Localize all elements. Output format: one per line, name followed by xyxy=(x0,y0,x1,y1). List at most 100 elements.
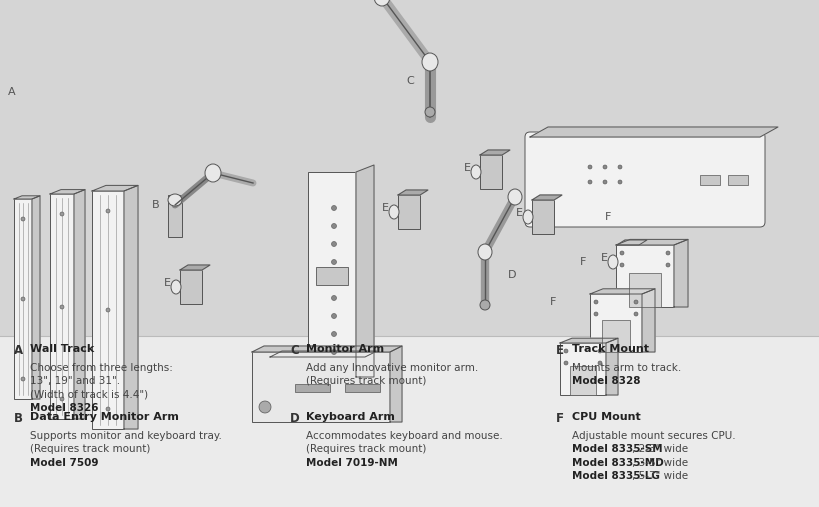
Text: Accommodates keyboard and mouse.: Accommodates keyboard and mouse. xyxy=(306,431,503,441)
Text: Model 8328: Model 8328 xyxy=(572,376,640,386)
Ellipse shape xyxy=(634,300,638,304)
Ellipse shape xyxy=(332,349,337,354)
Ellipse shape xyxy=(588,180,592,184)
Ellipse shape xyxy=(598,349,602,353)
Polygon shape xyxy=(356,165,374,377)
Polygon shape xyxy=(674,239,688,307)
Text: Adjustable mount secures CPU.: Adjustable mount secures CPU. xyxy=(572,431,735,441)
Bar xyxy=(345,384,380,392)
Text: C: C xyxy=(406,76,414,86)
Text: F: F xyxy=(580,257,586,267)
Text: D: D xyxy=(290,412,300,425)
Text: Wall Track: Wall Track xyxy=(30,344,94,354)
Text: E: E xyxy=(516,208,523,218)
Polygon shape xyxy=(616,239,688,245)
Text: Model 8335-LG: Model 8335-LG xyxy=(572,472,660,482)
Polygon shape xyxy=(590,289,655,294)
Text: Model 7509: Model 7509 xyxy=(30,458,98,468)
Ellipse shape xyxy=(594,312,598,316)
Bar xyxy=(398,195,420,229)
Ellipse shape xyxy=(205,164,221,182)
Ellipse shape xyxy=(425,107,435,117)
Bar xyxy=(617,245,639,279)
Ellipse shape xyxy=(60,397,64,401)
Polygon shape xyxy=(124,186,138,429)
Ellipse shape xyxy=(389,205,399,219)
Text: D: D xyxy=(508,270,517,280)
Text: E: E xyxy=(601,253,608,263)
Ellipse shape xyxy=(620,251,624,255)
Polygon shape xyxy=(270,351,377,357)
Bar xyxy=(570,367,595,395)
Ellipse shape xyxy=(666,263,670,267)
Text: Monitor Arm: Monitor Arm xyxy=(306,344,384,354)
Bar xyxy=(295,384,330,392)
Polygon shape xyxy=(530,127,778,137)
Polygon shape xyxy=(74,190,85,419)
Ellipse shape xyxy=(594,300,598,304)
Bar xyxy=(602,320,631,352)
Ellipse shape xyxy=(332,313,337,318)
Text: (Requires track mount): (Requires track mount) xyxy=(306,445,427,454)
Polygon shape xyxy=(50,190,85,194)
Ellipse shape xyxy=(332,241,337,246)
Ellipse shape xyxy=(60,305,64,309)
Ellipse shape xyxy=(603,180,607,184)
Bar xyxy=(14,199,32,399)
Ellipse shape xyxy=(106,209,110,213)
Text: , 5-7" wide: , 5-7" wide xyxy=(631,472,688,482)
Ellipse shape xyxy=(21,377,25,381)
Ellipse shape xyxy=(618,180,622,184)
Text: C: C xyxy=(290,344,299,357)
Ellipse shape xyxy=(608,255,618,269)
Ellipse shape xyxy=(374,0,390,6)
Ellipse shape xyxy=(588,165,592,169)
Text: F: F xyxy=(550,297,556,307)
Bar xyxy=(168,195,182,237)
Polygon shape xyxy=(398,190,428,195)
Bar xyxy=(590,294,642,352)
Text: F: F xyxy=(605,212,611,222)
Bar xyxy=(316,267,348,285)
Text: F: F xyxy=(556,412,564,425)
Text: (Requires track mount): (Requires track mount) xyxy=(306,376,427,386)
Ellipse shape xyxy=(620,263,624,267)
Polygon shape xyxy=(180,265,210,270)
Polygon shape xyxy=(606,338,618,395)
Bar xyxy=(180,270,202,304)
Text: 13", 19" and 31".: 13", 19" and 31". xyxy=(30,376,120,386)
Ellipse shape xyxy=(332,224,337,229)
Ellipse shape xyxy=(21,297,25,301)
FancyBboxPatch shape xyxy=(525,132,765,227)
Text: B: B xyxy=(14,412,23,425)
Text: Add any Innovative monitor arm.: Add any Innovative monitor arm. xyxy=(306,363,478,373)
Text: Mounts arm to track.: Mounts arm to track. xyxy=(572,363,681,373)
Text: (Width of track is 4.4"): (Width of track is 4.4") xyxy=(30,390,148,400)
Bar xyxy=(700,175,720,185)
Bar xyxy=(480,155,502,189)
Text: Data Entry Monitor Arm: Data Entry Monitor Arm xyxy=(30,412,179,422)
Ellipse shape xyxy=(259,401,271,413)
Text: A: A xyxy=(14,344,23,357)
Text: E: E xyxy=(164,278,171,288)
Text: Keyboard Arm: Keyboard Arm xyxy=(306,412,395,422)
Text: Track Mount: Track Mount xyxy=(572,344,649,354)
Ellipse shape xyxy=(332,332,337,337)
Bar xyxy=(629,273,661,307)
Text: Model 8335-SM: Model 8335-SM xyxy=(572,445,663,454)
Text: Supports monitor and keyboard tray.: Supports monitor and keyboard tray. xyxy=(30,431,222,441)
Ellipse shape xyxy=(332,205,337,210)
Bar xyxy=(92,191,124,429)
Ellipse shape xyxy=(332,296,337,301)
Ellipse shape xyxy=(60,212,64,216)
Ellipse shape xyxy=(106,407,110,411)
Ellipse shape xyxy=(564,361,568,365)
Ellipse shape xyxy=(422,53,438,71)
Text: Model 8326: Model 8326 xyxy=(30,404,98,413)
Polygon shape xyxy=(390,346,402,422)
Bar xyxy=(270,357,365,379)
Polygon shape xyxy=(617,240,647,245)
Text: (Requires track mount): (Requires track mount) xyxy=(30,445,151,454)
Polygon shape xyxy=(480,150,510,155)
Text: A: A xyxy=(8,87,16,97)
